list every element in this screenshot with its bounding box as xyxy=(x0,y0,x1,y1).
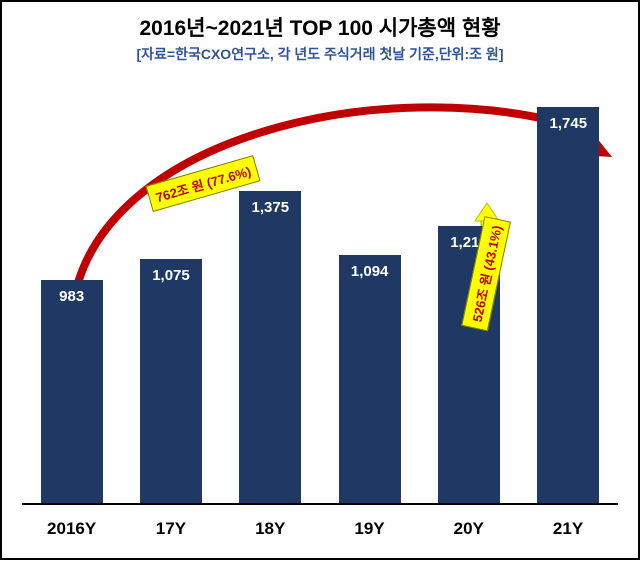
bar: 1,094 xyxy=(339,255,401,503)
bars-group: 9831,0751,3751,0941,2191,745 xyxy=(22,72,618,503)
bar-wrap: 983 xyxy=(22,72,121,503)
x-tick-label: 2016Y xyxy=(22,505,121,558)
chart-container: 2016년~2021년 TOP 100 시가총액 현황 [자료=한국CXO연구소… xyxy=(0,0,640,560)
chart-title: 2016년~2021년 TOP 100 시가총액 현황 xyxy=(2,2,638,42)
bar-value-label: 1,745 xyxy=(537,115,599,132)
x-tick-label: 20Y xyxy=(419,505,518,558)
bar: 1,075 xyxy=(140,259,202,503)
bar: 983 xyxy=(41,280,103,503)
bar: 1,375 xyxy=(239,191,301,503)
bar-wrap: 1,745 xyxy=(519,72,618,503)
chart-subtitle: [자료=한국CXO연구소, 각 년도 주식거래 첫날 기준,단위:조 원] xyxy=(2,42,638,64)
plot-area: 9831,0751,3751,0941,2191,745 xyxy=(22,72,618,503)
x-tick-label: 21Y xyxy=(518,505,617,558)
x-tick-label: 18Y xyxy=(221,505,320,558)
bar-value-label: 1,075 xyxy=(140,267,202,284)
x-axis: 2016Y17Y18Y19Y20Y21Y xyxy=(22,503,618,558)
bar-wrap: 1,075 xyxy=(121,72,220,503)
bar-value-label: 983 xyxy=(41,288,103,305)
bar-value-label: 1,094 xyxy=(339,263,401,280)
x-tick-label: 19Y xyxy=(320,505,419,558)
x-tick-label: 17Y xyxy=(121,505,220,558)
bar: 1,745 xyxy=(537,107,599,503)
bar-wrap: 1,375 xyxy=(221,72,320,503)
bar-value-label: 1,375 xyxy=(239,199,301,216)
bar-wrap: 1,094 xyxy=(320,72,419,503)
